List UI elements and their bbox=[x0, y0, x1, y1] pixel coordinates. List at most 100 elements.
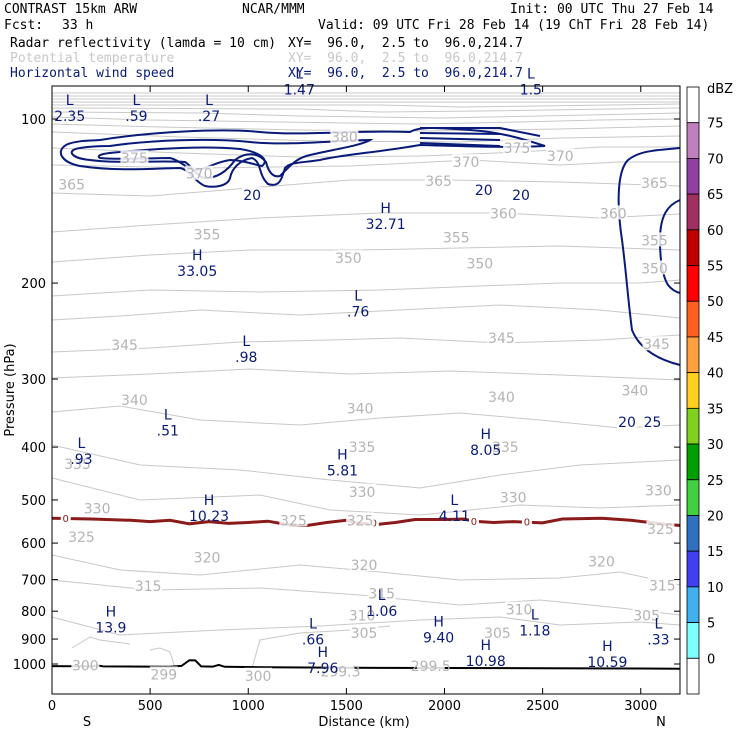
zero-dbz-label: 0 bbox=[63, 514, 69, 525]
low-marker: L bbox=[242, 334, 250, 350]
low-marker: L bbox=[378, 588, 386, 604]
model-title: CONTRAST 15km ARW bbox=[4, 2, 138, 17]
theta-label: 325 bbox=[68, 530, 95, 546]
colorbar-level-label: 15 bbox=[707, 545, 724, 560]
legend-xy-reflectivity: XY= 96.0, 2.5 to 96.0,214.7 bbox=[288, 36, 523, 51]
theta-label: 350 bbox=[641, 261, 668, 277]
theta-label: 340 bbox=[488, 390, 515, 406]
colorbar-segment bbox=[686, 622, 700, 659]
theta-label: 310 bbox=[506, 603, 533, 619]
colorbar-level-label: 45 bbox=[707, 331, 724, 346]
extremum-value: 10.23 bbox=[189, 509, 229, 525]
colorbar-level-label: 75 bbox=[707, 117, 724, 132]
fcst-label: Fcst: bbox=[4, 18, 44, 33]
theta-label: 335 bbox=[492, 440, 519, 456]
theta-label: 305 bbox=[633, 609, 660, 625]
theta-contour bbox=[51, 146, 680, 158]
colorbar-segment bbox=[686, 586, 700, 623]
low-marker: L bbox=[450, 493, 458, 509]
valid-time: Valid: 09 UTC Fri 28 Feb 14 (19 ChT Fri … bbox=[318, 18, 710, 33]
extremum-value: 2.35 bbox=[54, 109, 85, 125]
colorbar-level-label: 70 bbox=[707, 152, 724, 167]
theta-label: 370 bbox=[547, 149, 574, 165]
legend-field-wind: Horizontal wind speed bbox=[10, 66, 175, 81]
wind-contour bbox=[419, 142, 501, 147]
extremum-value: .76 bbox=[347, 304, 369, 320]
theta-label: 345 bbox=[488, 331, 515, 347]
theta-contour bbox=[51, 279, 681, 297]
wind-contour-label: 20 bbox=[243, 188, 261, 204]
low-marker: L bbox=[295, 67, 303, 83]
theta-contour bbox=[51, 579, 681, 616]
extremum-value: .66 bbox=[302, 632, 324, 648]
y-tick-label: 800 bbox=[21, 605, 46, 620]
theta-contour bbox=[51, 123, 681, 132]
extremum-value: 8.05 bbox=[470, 443, 501, 459]
colorbar-level-label: 55 bbox=[707, 260, 724, 275]
theta-label: 300 bbox=[245, 669, 272, 685]
theta-label: 299.3 bbox=[320, 665, 360, 681]
high-marker: H bbox=[106, 604, 117, 620]
theta-contour bbox=[51, 116, 681, 125]
theta-label: 335 bbox=[64, 457, 91, 473]
high-marker: H bbox=[480, 638, 491, 654]
y-tick-label: 600 bbox=[21, 537, 46, 552]
colorbar-segment bbox=[686, 479, 700, 516]
theta-label: 370 bbox=[453, 155, 480, 171]
colorbar-level-label: 35 bbox=[707, 402, 724, 417]
extremum-value: 32.71 bbox=[366, 217, 406, 233]
theta-label: 375 bbox=[121, 151, 148, 167]
theta-contour-lines bbox=[51, 92, 681, 669]
wind-contour bbox=[419, 137, 501, 141]
theta-label: 355 bbox=[194, 228, 221, 244]
theta-label: 380 bbox=[331, 130, 358, 146]
theta-label: 320 bbox=[194, 551, 221, 567]
theta-label: 340 bbox=[121, 393, 148, 409]
high-marker: H bbox=[192, 248, 203, 264]
extremum-value: 10.59 bbox=[587, 655, 627, 671]
low-marker: L bbox=[531, 607, 539, 623]
zero-dbz-label: 0 bbox=[471, 517, 477, 528]
colorbar-segment bbox=[686, 265, 700, 302]
y-tick-label: 200 bbox=[21, 277, 46, 292]
terrain-line bbox=[51, 659, 681, 670]
theta-label: 305 bbox=[351, 626, 378, 642]
high-marker: H bbox=[337, 447, 348, 463]
theta-contour bbox=[149, 647, 176, 669]
low-marker: L bbox=[309, 616, 317, 632]
wind-contour bbox=[70, 138, 374, 180]
theta-label: 345 bbox=[111, 338, 138, 354]
x-tick-label: 1500 bbox=[330, 699, 363, 714]
theta-label: 330 bbox=[349, 485, 376, 501]
theta-label: 365 bbox=[58, 178, 85, 194]
colorbar-level-label: 25 bbox=[707, 474, 724, 489]
low-marker: L bbox=[132, 93, 140, 109]
low-marker: L bbox=[66, 93, 74, 109]
y-tick-label: 1000 bbox=[13, 658, 46, 673]
colorbar-segment bbox=[686, 300, 700, 338]
theta-label: 350 bbox=[466, 256, 493, 272]
theta-label: 325 bbox=[647, 522, 674, 538]
colorbar-level-label: 0 bbox=[707, 652, 715, 667]
colorbar-level-label: 5 bbox=[707, 617, 715, 632]
theta-label: 325 bbox=[347, 513, 374, 529]
theta-label: 340 bbox=[347, 402, 374, 418]
theta-label: 320 bbox=[588, 554, 615, 570]
extremum-value: 33.05 bbox=[177, 264, 217, 280]
wind-contour bbox=[419, 132, 501, 135]
wind-contour bbox=[420, 127, 541, 137]
theta-label: 350 bbox=[335, 251, 362, 267]
theta-label: 320 bbox=[351, 558, 378, 574]
fcst-value: 33 h bbox=[62, 18, 94, 33]
north-label: N bbox=[656, 715, 666, 730]
theta-contour bbox=[51, 304, 681, 321]
colorbar-segment bbox=[686, 372, 700, 409]
theta-label: 300 bbox=[72, 659, 99, 675]
theta-label: 305 bbox=[484, 626, 511, 642]
legend-xy-wind: XY= 96.0, 2.5 to 96.0,214.7 bbox=[288, 66, 523, 81]
theta-contour bbox=[51, 179, 681, 197]
wind-contour bbox=[617, 147, 681, 366]
y-tick-label: 500 bbox=[21, 494, 46, 509]
theta-contour bbox=[51, 131, 681, 143]
